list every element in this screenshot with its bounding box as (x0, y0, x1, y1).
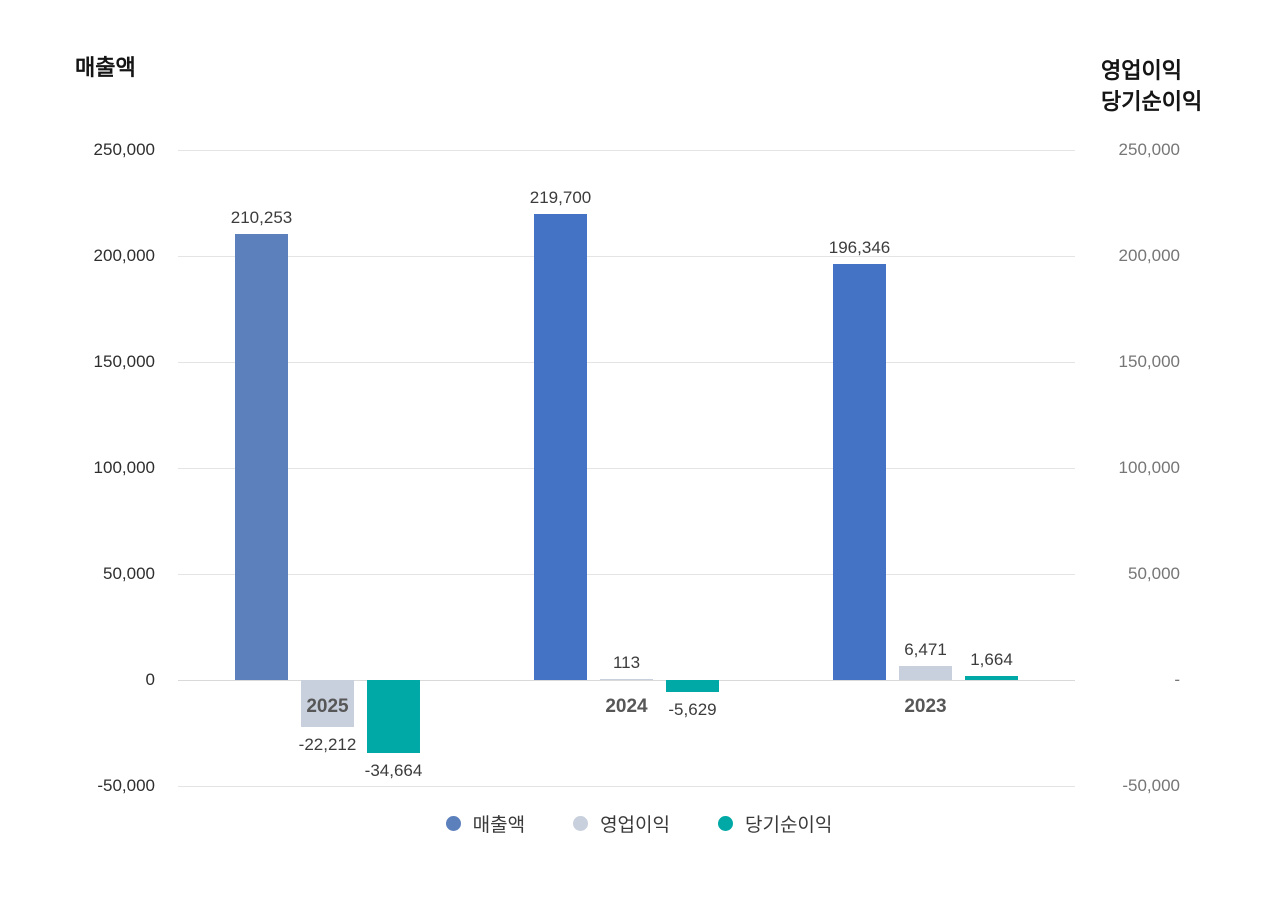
category-label-2025: 2025 (306, 696, 349, 717)
right-axis-tick-100,000: 100,000 (1118, 458, 1180, 477)
right-axis-tick--: - (1174, 670, 1180, 689)
right-axis-title-line-2: 당기순이익 (1101, 89, 1203, 114)
right-axis-tick-50,000: 50,000 (1128, 564, 1180, 583)
legend-dot-operating-profit (573, 816, 589, 831)
gridline-200,000 (178, 256, 1075, 257)
left-axis-tick-50,000: 50,000 (103, 564, 155, 583)
left-axis-tick-250,000: 250,000 (93, 140, 155, 159)
legend-item-net-income[interactable]: 당기순이익 (717, 810, 833, 837)
left-axis-tick-100,000: 100,000 (93, 458, 155, 477)
left-axis-tick-200,000: 200,000 (93, 246, 155, 265)
bar-revenue-2024 (534, 214, 587, 680)
right-axis-title: 영업이익 당기순이익 (1101, 55, 1202, 117)
value-label-net-income-2024: -5,629 (668, 699, 717, 719)
bar-revenue-2025 (235, 234, 288, 680)
legend-label-revenue: 매출액 (472, 815, 526, 836)
value-label-net-income-2023: 1,664 (970, 650, 1013, 670)
left-axis-tick-0: 0 (145, 670, 155, 689)
category-label-2024: 2024 (605, 696, 648, 717)
value-label-operating-profit-2025: -22,212 (298, 735, 357, 755)
legend-dot-net-income (717, 816, 733, 831)
gridline-150,000 (178, 362, 1075, 363)
legend-label-net-income: 당기순이익 (744, 815, 833, 836)
value-label-net-income-2025: -34,664 (364, 761, 423, 781)
category-label-2023: 2023 (904, 696, 947, 717)
bar-net-income-2024 (666, 680, 719, 692)
value-label-revenue-2023: 196,346 (828, 237, 891, 257)
value-label-operating-profit-2024: 113 (612, 652, 641, 672)
right-axis-tick-200,000: 200,000 (1118, 246, 1180, 265)
bar-revenue-2023 (833, 263, 886, 680)
right-axis-title-line-1: 영업이익 (1101, 58, 1182, 83)
bar-operating-profit-2025 (301, 680, 354, 728)
gridline-250,000 (178, 150, 1075, 151)
legend-label-operating-profit: 영업이익 (600, 815, 670, 836)
gridline--50,000 (178, 786, 1075, 787)
legend-item-revenue[interactable]: 매출액 (445, 810, 526, 837)
right-axis-tick-250,000: 250,000 (1118, 140, 1180, 159)
bar-operating-profit-2023 (899, 666, 952, 680)
right-axis-tick--50,000: -50,000 (1122, 776, 1180, 795)
value-label-operating-profit-2023: 6,471 (904, 640, 947, 660)
bar-net-income-2023 (965, 676, 1018, 680)
left-axis-tick--50,000: -50,000 (97, 776, 155, 795)
legend: 매출액 영업이익 당기순이익 (0, 810, 1278, 837)
left-axis-tick-150,000: 150,000 (93, 352, 155, 371)
value-label-revenue-2024: 219,700 (529, 188, 592, 208)
legend-dot-revenue (445, 816, 461, 831)
zero-line (178, 680, 1075, 681)
legend-item-operating-profit[interactable]: 영업이익 (573, 810, 670, 837)
gridline-50,000 (178, 574, 1075, 575)
value-label-revenue-2025: 210,253 (230, 208, 293, 228)
bar-operating-profit-2024 (600, 678, 653, 680)
gridline-100,000 (178, 468, 1075, 469)
bar-net-income-2025 (367, 680, 420, 754)
right-axis-tick-150,000: 150,000 (1118, 352, 1180, 371)
left-axis-title: 매출액 (75, 55, 136, 80)
